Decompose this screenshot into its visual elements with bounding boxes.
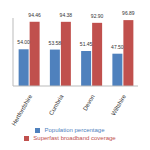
- svg-text:53.58: 53.58: [49, 40, 62, 46]
- svg-text:47.50: 47.50: [111, 44, 124, 50]
- svg-text:94.46: 94.46: [28, 12, 41, 18]
- svg-text:94.38: 94.38: [60, 12, 73, 18]
- html-text:Superfast broadband coverage: Superfast broadband coverage: [33, 135, 116, 141]
- svg-text:96.89: 96.89: [122, 10, 135, 16]
- svg-text:Devon: Devon: [82, 94, 96, 112]
- svg-text:Hertfordshire: Hertfordshire: [11, 93, 34, 127]
- svg-text:92.90: 92.90: [91, 13, 104, 19]
- svg-text:51.45: 51.45: [80, 41, 93, 47]
- svg-text:Wiltshire: Wiltshire: [110, 93, 127, 116]
- svg-text:Cumbria: Cumbria: [48, 93, 65, 116]
- svg-text:54.00: 54.00: [17, 39, 30, 45]
- html-text:Population percentage: Population percentage: [44, 127, 105, 133]
